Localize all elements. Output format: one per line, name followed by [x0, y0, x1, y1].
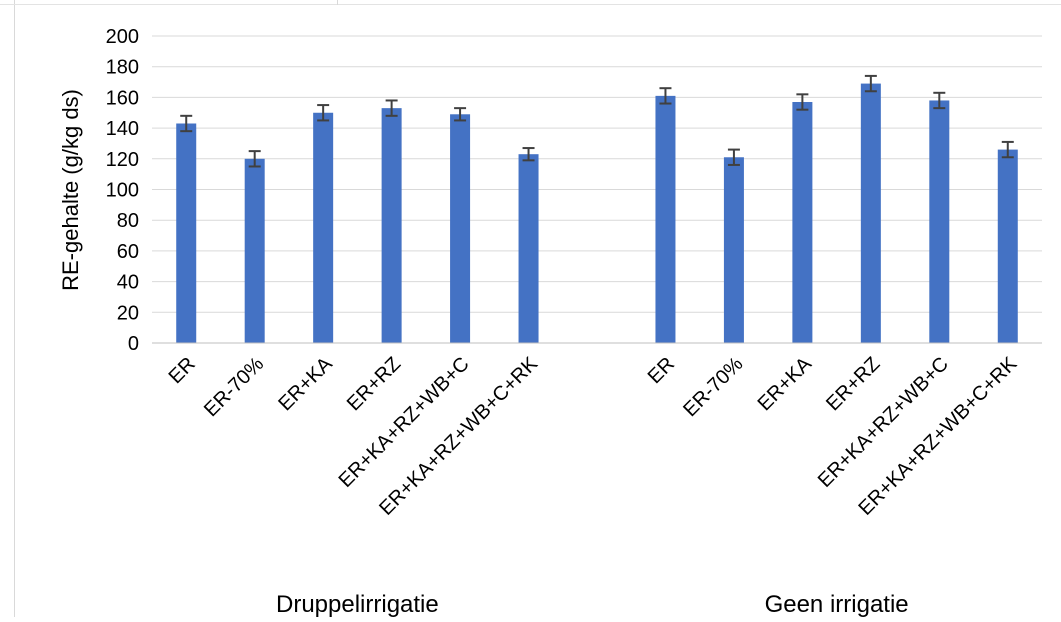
x-tick-label: ER+RZ — [343, 353, 405, 415]
frame-top-border — [0, 4, 1061, 5]
error-bar — [180, 114, 193, 133]
bar — [313, 112, 334, 343]
bar — [655, 95, 676, 344]
error-bar — [385, 99, 398, 117]
error-bar — [864, 74, 877, 93]
error-bar — [248, 150, 261, 168]
y-tick-label: 20 — [117, 302, 139, 324]
y-tick-label: 60 — [117, 241, 139, 263]
error-bar — [317, 104, 330, 122]
bar — [244, 158, 265, 343]
bar — [929, 100, 950, 343]
y-tick-label: 80 — [117, 210, 139, 232]
group-labels: Druppelirrigatie Geen irrigatie — [276, 591, 909, 618]
y-tick-label: 120 — [106, 149, 139, 171]
error-bar — [454, 107, 467, 122]
y-tick-label: 180 — [106, 57, 139, 79]
x-tick-label: ER-70% — [200, 353, 268, 421]
error-bar — [1001, 140, 1014, 159]
y-axis-label: RE-gehalte (g/kg ds) — [58, 89, 83, 291]
y-axis-ticks: 0 20 40 60 80 100 120 140 160 180 200 — [106, 26, 139, 355]
bar — [518, 154, 539, 343]
group-label: Druppelirrigatie — [276, 591, 439, 617]
frame-tab-divider — [337, 0, 338, 5]
bar — [792, 102, 813, 343]
frame-left-border — [14, 0, 15, 617]
x-tick-label: ER+RZ — [822, 353, 884, 415]
x-tick-label: ER+KA+RZ+WB+C — [335, 353, 474, 492]
y-tick-label: 40 — [117, 272, 139, 294]
bar — [860, 83, 881, 344]
error-bar — [933, 91, 946, 110]
y-tick-label: 160 — [106, 87, 139, 109]
bar — [997, 149, 1018, 343]
error-bars — [180, 74, 1014, 168]
bar — [450, 114, 471, 343]
y-tick-label: 0 — [128, 333, 139, 355]
x-tick-label: ER-70% — [679, 353, 747, 421]
error-bar — [522, 147, 535, 162]
x-tick-label: ER — [165, 353, 200, 388]
bar — [381, 108, 402, 344]
x-tick-label: ER+KA+RZ+WB+C — [814, 353, 953, 492]
x-axis-ticks: ER ER-70% ER+KA ER+RZER+KA+RZ+WB+CER+KA+RZ+… — [165, 353, 1022, 520]
x-tick-label: ER+KA — [754, 353, 817, 416]
gridlines — [152, 35, 1042, 313]
y-tick-label: 140 — [106, 118, 139, 140]
x-tick-label: ER+KA — [274, 353, 337, 416]
y-tick-label: 100 — [106, 180, 139, 202]
x-tick-label: ER — [644, 353, 679, 388]
error-bar — [727, 148, 740, 166]
error-bar — [659, 87, 672, 105]
error-bar — [796, 93, 809, 111]
y-tick-label: 200 — [106, 26, 139, 48]
bars — [176, 83, 1018, 344]
group-label: Geen irrigatie — [765, 591, 909, 617]
bar — [723, 157, 744, 343]
bar — [176, 123, 197, 344]
